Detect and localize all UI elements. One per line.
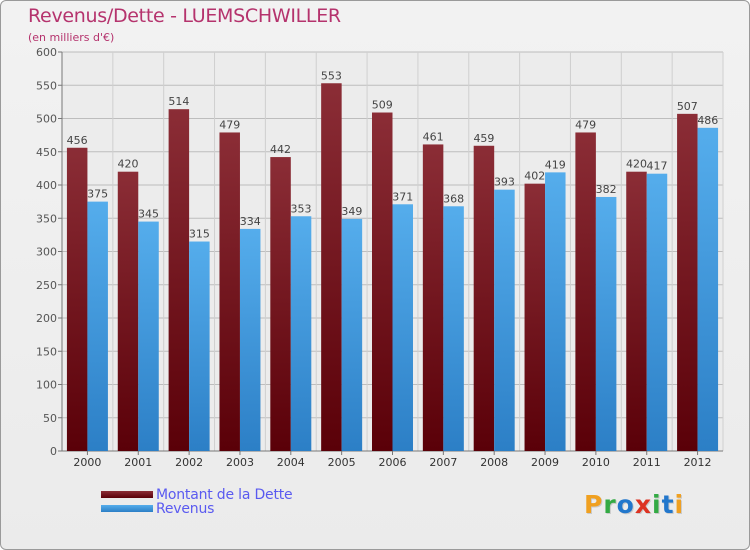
data-label-revenus: 382 bbox=[596, 183, 617, 196]
data-label-revenus: 371 bbox=[392, 190, 413, 203]
legend-swatch-dette bbox=[101, 491, 153, 498]
bars bbox=[66, 83, 719, 452]
data-label-dette: 420 bbox=[626, 158, 647, 171]
y-tick-label: 250 bbox=[36, 279, 57, 292]
data-label-revenus: 345 bbox=[138, 208, 159, 221]
x-tick-label: 2012 bbox=[684, 456, 712, 469]
bar-dette-2011 bbox=[626, 171, 647, 451]
bar-dette-2008 bbox=[473, 145, 495, 451]
x-tick-label: 2000 bbox=[73, 456, 101, 469]
y-tick-label: 350 bbox=[36, 212, 57, 225]
bar-dette-2003 bbox=[219, 132, 240, 451]
bar-dette-2005 bbox=[321, 83, 342, 451]
legend-label-revenus: Revenus bbox=[156, 501, 215, 517]
bar-dette-2000 bbox=[66, 147, 88, 451]
x-tick-label: 2009 bbox=[531, 456, 559, 469]
data-label-dette: 459 bbox=[473, 132, 494, 145]
x-tick-label: 2004 bbox=[277, 456, 305, 469]
bar-revenus-2006 bbox=[392, 204, 413, 451]
x-tick-label: 2002 bbox=[175, 456, 203, 469]
bar-revenus-2000 bbox=[87, 201, 108, 451]
x-tick-label: 2011 bbox=[633, 456, 661, 469]
y-tick-label: 400 bbox=[36, 179, 57, 192]
data-label-dette: 509 bbox=[372, 99, 393, 112]
data-label-revenus: 375 bbox=[87, 188, 108, 201]
data-label-dette: 479 bbox=[575, 118, 596, 131]
y-tick-label: 600 bbox=[36, 46, 57, 59]
bar-revenus-2008 bbox=[494, 189, 515, 451]
x-tick-label: 2005 bbox=[328, 456, 356, 469]
data-label-revenus: 393 bbox=[494, 176, 515, 189]
data-label-dette: 461 bbox=[423, 130, 444, 143]
data-label-dette: 456 bbox=[67, 134, 88, 147]
bar-dette-2002 bbox=[168, 109, 190, 451]
chart-title: Revenus/Dette - LUEMSCHWILLER bbox=[28, 5, 341, 27]
y-tick-label: 200 bbox=[36, 312, 57, 325]
bar-dette-2006 bbox=[372, 112, 393, 451]
bar-revenus-2010 bbox=[595, 196, 617, 451]
logo-letter: i bbox=[674, 490, 685, 519]
logo-letter: P bbox=[584, 490, 604, 519]
x-tick-label: 2008 bbox=[480, 456, 508, 469]
legend-label-dette: Montant de la Dette bbox=[156, 487, 293, 503]
proxiti-logo: Proxiti bbox=[584, 490, 684, 519]
bar-revenus-2001 bbox=[138, 221, 159, 451]
bar-revenus-2007 bbox=[443, 206, 464, 451]
bar-revenus-2012 bbox=[697, 127, 719, 451]
y-tick-label: 300 bbox=[36, 246, 57, 259]
data-label-revenus: 419 bbox=[545, 158, 566, 171]
legend-swatch-revenus bbox=[101, 505, 153, 512]
bar-dette-2004 bbox=[270, 157, 291, 451]
x-tick-label: 2010 bbox=[582, 456, 610, 469]
bar-dette-2001 bbox=[117, 171, 139, 451]
y-tick-label: 0 bbox=[50, 445, 57, 458]
data-label-dette: 553 bbox=[321, 69, 342, 82]
data-label-revenus: 353 bbox=[291, 202, 312, 215]
data-label-dette: 514 bbox=[168, 95, 189, 108]
data-label-dette: 442 bbox=[270, 143, 291, 156]
y-tick-label: 50 bbox=[43, 412, 57, 425]
x-tick-label: 2001 bbox=[124, 456, 152, 469]
chart-subtitle: (en milliers d'€) bbox=[28, 31, 115, 44]
bar-dette-2010 bbox=[575, 132, 596, 451]
logo-letter: i bbox=[652, 490, 662, 519]
y-tick-label: 500 bbox=[36, 113, 57, 126]
bar-revenus-2004 bbox=[290, 216, 312, 451]
data-label-revenus: 417 bbox=[646, 160, 667, 173]
data-label-revenus: 315 bbox=[189, 228, 210, 241]
data-label-dette: 479 bbox=[219, 118, 240, 131]
data-label-dette: 507 bbox=[677, 100, 698, 113]
y-tick-label: 150 bbox=[36, 345, 57, 358]
data-label-dette: 402 bbox=[524, 170, 545, 183]
logo-letter: t bbox=[661, 490, 675, 519]
x-tick-label: 2007 bbox=[429, 456, 457, 469]
data-label-revenus: 486 bbox=[697, 114, 718, 127]
bar-revenus-2009 bbox=[545, 172, 566, 452]
bar-revenus-2005 bbox=[341, 218, 363, 451]
x-tick-label: 2003 bbox=[226, 456, 254, 469]
y-tick-label: 550 bbox=[36, 79, 57, 92]
bar-dette-2009 bbox=[524, 183, 546, 452]
bar-revenus-2003 bbox=[239, 228, 261, 451]
y-tick-label: 100 bbox=[36, 379, 57, 392]
data-label-dette: 420 bbox=[118, 158, 139, 171]
data-label-revenus: 349 bbox=[341, 205, 362, 218]
logo-letter: r bbox=[603, 490, 617, 519]
bar-revenus-2002 bbox=[189, 241, 210, 451]
data-label-revenus: 368 bbox=[443, 192, 464, 205]
bar-revenus-2011 bbox=[646, 173, 668, 451]
x-tick-label: 2006 bbox=[379, 456, 407, 469]
data-label-revenus: 334 bbox=[240, 215, 261, 228]
logo-letter: x bbox=[634, 490, 652, 519]
bar-dette-2007 bbox=[422, 144, 444, 451]
logo-letter: o bbox=[616, 490, 635, 519]
bar-labels: 456 375 420 345 514 315 479 334 442 353 553 349 509 3… bbox=[67, 69, 719, 240]
y-tick-label: 450 bbox=[36, 146, 57, 159]
bar-dette-2012 bbox=[677, 113, 698, 451]
